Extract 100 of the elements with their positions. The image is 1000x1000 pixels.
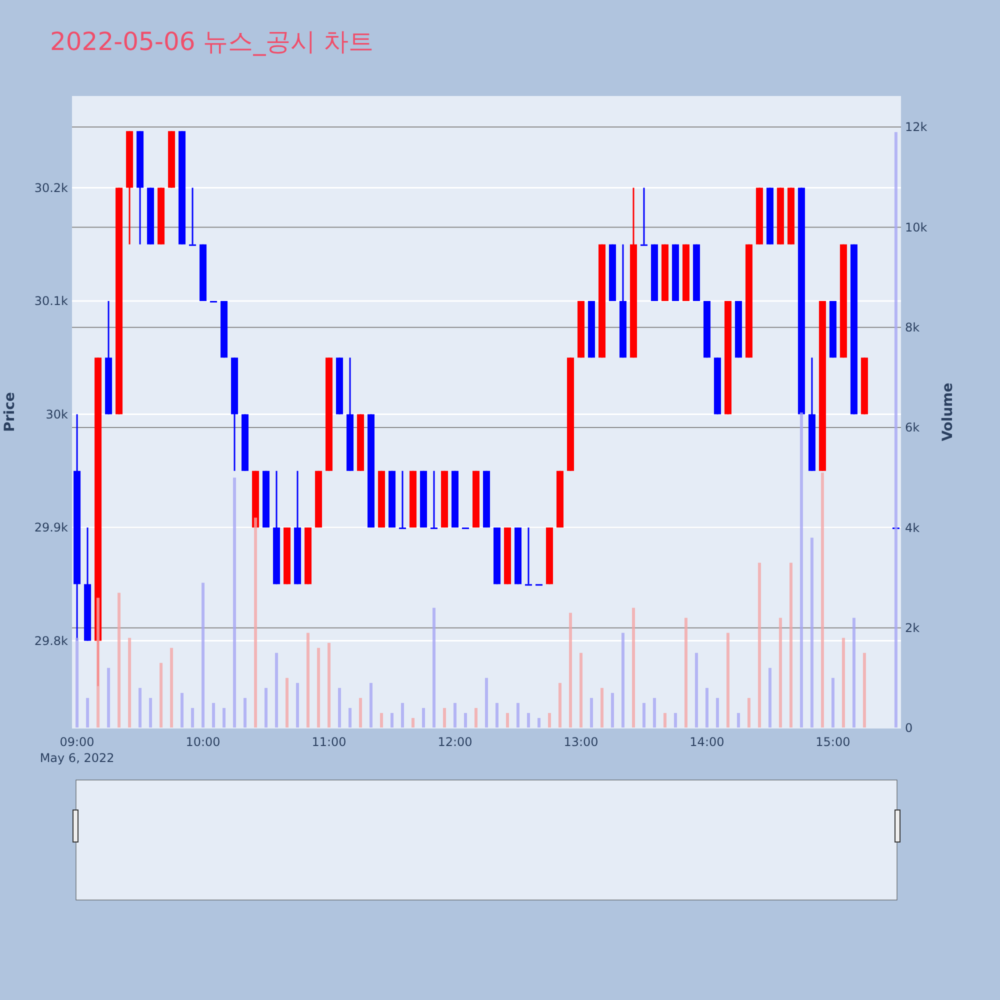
y2-tick-label: 12k [905, 120, 928, 134]
y2-tick-label: 4k [905, 520, 920, 535]
bar [768, 668, 772, 728]
y2-tick-label: 10k [905, 220, 928, 234]
bar [96, 598, 100, 728]
bar [705, 688, 708, 728]
bar [548, 712, 551, 728]
bar [296, 682, 300, 728]
bar [306, 632, 310, 728]
bar [485, 678, 488, 728]
bar [726, 632, 730, 728]
bar [684, 618, 688, 728]
bar [422, 708, 426, 728]
bar [674, 712, 677, 728]
bar [862, 652, 866, 728]
bar [390, 712, 394, 728]
y-tick-label: 30.2k [34, 180, 68, 195]
bar [495, 702, 498, 728]
y-tick-label: 29.8k [34, 634, 68, 648]
bar [758, 562, 761, 728]
bar [621, 632, 624, 728]
bar [370, 682, 373, 728]
bar [610, 692, 614, 728]
bar [778, 618, 782, 728]
bar [800, 412, 803, 728]
bar [642, 702, 646, 728]
bar [432, 608, 436, 728]
bar [149, 698, 152, 728]
bar [632, 608, 635, 728]
bar [233, 478, 236, 728]
bar [138, 688, 142, 728]
bar [474, 708, 478, 728]
x-tick-label: 09:00 [60, 735, 94, 749]
bar [244, 698, 247, 728]
bar [810, 538, 814, 728]
bar [264, 688, 268, 728]
x-tick-label: 10:00 [186, 735, 220, 749]
y2-tick-label: 6k [905, 420, 920, 435]
y-axis-title: Price [2, 392, 18, 432]
bar [254, 518, 258, 728]
x-tick-label: 12:00 [438, 735, 472, 749]
x-tick-label: 15:00 [816, 735, 850, 749]
x-tick-label: 14:00 [690, 735, 724, 749]
y2-tick-label: 8k [905, 320, 920, 335]
bar [328, 642, 331, 728]
y-tick-label: 30k [46, 407, 68, 422]
y2-tick-label: 0 [905, 721, 913, 736]
bar [118, 592, 121, 728]
x-tick-label: 11:00 [312, 735, 346, 749]
bar [842, 638, 845, 728]
bar [600, 688, 604, 728]
bar [652, 698, 656, 728]
y-tick-label: 29.9k [34, 520, 68, 535]
bar [736, 712, 740, 728]
bar [180, 692, 184, 728]
chart-title: 2022-05-06 뉴스_공시 차트 [50, 27, 374, 56]
bar [789, 562, 792, 728]
bar [76, 638, 79, 728]
bar [160, 662, 163, 728]
bar [359, 698, 362, 728]
bar [526, 712, 530, 728]
text: May 6, 2022 [40, 751, 114, 765]
candlestick [524, 526, 532, 586]
x-tick-label: 13:00 [564, 735, 598, 749]
bar [663, 712, 666, 728]
bar [454, 702, 457, 728]
bar [747, 698, 750, 728]
bar [191, 708, 194, 728]
bar [506, 712, 509, 728]
candlestick [640, 186, 648, 246]
bar [443, 708, 446, 728]
bar [716, 698, 719, 728]
bar [317, 648, 320, 728]
bar [831, 678, 834, 728]
y-tick-label: 30.1k [34, 294, 68, 308]
bar [202, 582, 205, 728]
bar [275, 652, 278, 728]
bar [516, 702, 520, 728]
bar [348, 708, 352, 728]
bar [212, 702, 216, 728]
bar [568, 612, 572, 728]
bar [128, 638, 132, 728]
candlestick [430, 470, 438, 530]
bar [86, 698, 90, 728]
y2-axis-title: Volume [940, 382, 956, 442]
bar [894, 132, 898, 728]
bar [852, 618, 856, 728]
bar [590, 698, 593, 728]
candlestick [399, 470, 406, 530]
bar [380, 712, 384, 728]
bar [538, 718, 540, 728]
bar [286, 678, 289, 728]
bar [694, 652, 698, 728]
bar [222, 708, 226, 728]
bar [558, 682, 562, 728]
bar [170, 648, 174, 728]
bar [338, 688, 342, 728]
bar [464, 712, 467, 728]
candlestick [189, 186, 196, 246]
bar [412, 718, 415, 728]
